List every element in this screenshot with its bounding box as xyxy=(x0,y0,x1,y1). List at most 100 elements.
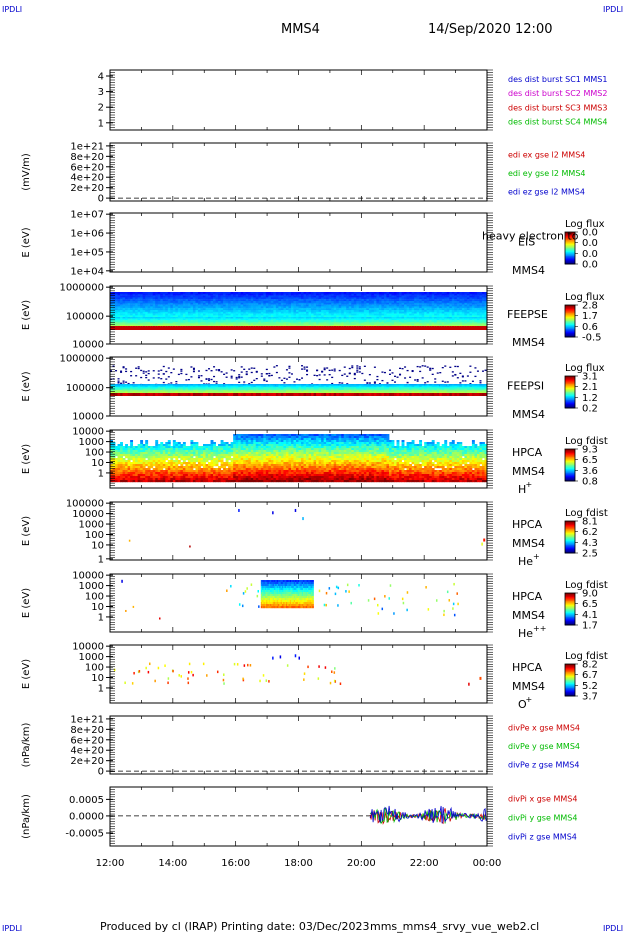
heat-cell xyxy=(421,292,425,294)
heat-cell xyxy=(399,384,402,386)
heat-cell xyxy=(301,391,304,394)
heat-cell xyxy=(225,391,229,394)
heat-cell xyxy=(361,326,365,330)
heat-cell xyxy=(451,323,455,326)
heat-cell xyxy=(311,390,314,392)
heat-cell xyxy=(125,315,128,318)
heat-cell xyxy=(117,311,121,314)
heat-cell xyxy=(110,325,113,327)
heat-cell xyxy=(316,391,320,394)
heat-cell xyxy=(145,320,149,322)
colorbar-cell xyxy=(565,406,575,409)
heat-cell xyxy=(368,391,372,394)
heat-cell xyxy=(419,325,423,327)
heat-cell xyxy=(235,388,239,391)
heat-cell xyxy=(223,385,227,388)
heat-cell xyxy=(197,311,201,314)
heat-cell xyxy=(278,325,282,327)
heat-cell xyxy=(431,325,435,327)
colorbar-cell xyxy=(565,233,575,236)
heat-cell xyxy=(142,370,145,372)
heat-cell xyxy=(439,315,443,318)
heat-cell xyxy=(155,311,159,314)
heat-cell xyxy=(414,390,418,392)
legend-entry: des dist burst SC2 MMS2 xyxy=(508,89,607,98)
heat-cell xyxy=(326,387,330,389)
heat-cell xyxy=(363,315,367,318)
heat-cell xyxy=(474,306,478,309)
y-tick-label: 1e+06 xyxy=(70,229,104,240)
heat-cell xyxy=(356,369,359,371)
heat-cell xyxy=(208,297,211,300)
heat-cell xyxy=(288,313,292,316)
heat-cell xyxy=(130,318,134,321)
heat-cell xyxy=(263,321,267,324)
heat-cell xyxy=(172,292,176,294)
heat-cell xyxy=(258,317,262,319)
heat-cell xyxy=(451,385,455,388)
heat-cell xyxy=(331,385,335,388)
heat-cell xyxy=(313,310,317,312)
heat-cell xyxy=(150,306,154,309)
heat-cell xyxy=(162,390,166,392)
heat-cell xyxy=(454,308,458,311)
heat-cell xyxy=(306,320,309,322)
heat-cell xyxy=(356,318,360,321)
colorbar-cell xyxy=(565,244,575,246)
heat-cell xyxy=(449,299,453,302)
heat-cell xyxy=(152,323,156,326)
heat-cell xyxy=(391,297,395,300)
heat-cell xyxy=(414,323,418,326)
heat-cell xyxy=(439,292,443,294)
heat-cell xyxy=(401,302,405,305)
heat-cell xyxy=(333,297,337,300)
heat-cell xyxy=(197,320,201,322)
heat-cell xyxy=(223,393,227,396)
heat-cell xyxy=(313,293,317,296)
heat-cell xyxy=(308,313,312,316)
heat-cell xyxy=(434,311,438,314)
heat-cell xyxy=(461,375,464,377)
heat-cell xyxy=(466,299,470,302)
heat-cell xyxy=(454,373,457,376)
heat-cell xyxy=(476,297,480,300)
heat-cell xyxy=(115,325,118,327)
heat-cell xyxy=(419,387,423,389)
heat-cell xyxy=(404,391,407,394)
heat-cell xyxy=(238,308,242,311)
heat-cell xyxy=(421,310,425,312)
heat-cell xyxy=(361,304,365,307)
heat-cell xyxy=(117,308,121,311)
heat-cell xyxy=(255,387,259,389)
heat-cell xyxy=(285,384,289,386)
heat-cell xyxy=(348,367,351,370)
heat-cell xyxy=(263,292,267,294)
colorbar-label: 2.8 xyxy=(582,301,598,312)
heat-cell xyxy=(356,295,360,298)
heat-cell xyxy=(245,321,249,324)
heat-cell xyxy=(182,388,186,391)
heat-cell xyxy=(429,292,433,294)
heat-cell xyxy=(471,313,475,316)
heat-cell xyxy=(157,292,161,294)
heat-cell xyxy=(120,326,123,330)
heat-cell xyxy=(376,387,380,389)
heat-cell xyxy=(466,325,470,327)
heat-cell xyxy=(162,297,166,300)
heat-cell xyxy=(454,321,458,324)
heat-cell xyxy=(476,320,480,322)
heat-cell xyxy=(371,315,375,318)
heat-cell xyxy=(386,299,390,302)
heat-cell xyxy=(446,326,450,330)
heat-cell xyxy=(223,326,227,330)
heat-cell xyxy=(253,293,257,296)
heat-cell xyxy=(280,388,284,391)
heat-cell xyxy=(127,385,131,388)
colorbar-cell xyxy=(565,311,575,314)
heat-cell xyxy=(165,317,169,319)
heat-cell xyxy=(205,293,209,296)
heat-cell xyxy=(180,301,184,303)
heat-cell xyxy=(351,391,355,394)
heat-cell xyxy=(434,304,438,307)
heat-cell xyxy=(301,317,304,319)
